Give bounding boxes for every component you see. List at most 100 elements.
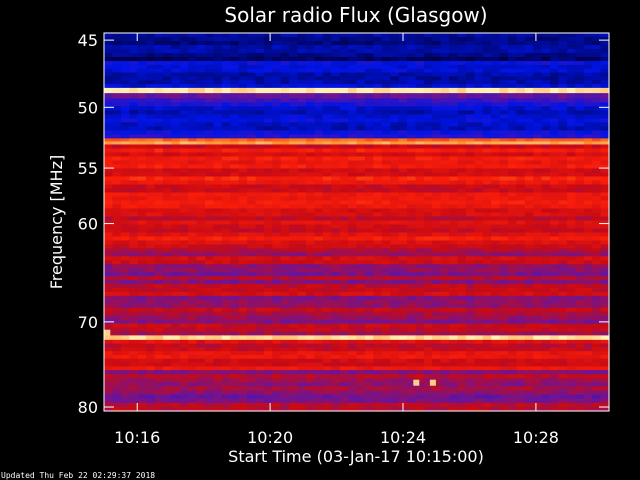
spectrogram-cell: [171, 57, 181, 62]
spectrogram-cell: [289, 323, 299, 329]
spectrogram-cell: [104, 114, 114, 119]
spectrogram-cell: [407, 204, 417, 210]
spectrogram-cell: [415, 57, 425, 62]
spectrogram-cell: [162, 98, 172, 103]
spectrogram-cell: [541, 268, 551, 273]
spectrogram-cell: [179, 287, 189, 293]
spectrogram-cell: [373, 130, 383, 136]
spectrogram-cell: [449, 68, 459, 74]
spectrogram-cell: [575, 68, 585, 74]
spectrogram-cell: [112, 291, 122, 297]
spectrogram-cell: [331, 37, 341, 42]
spectrogram-cell: [146, 339, 156, 345]
spectrogram-cell: [331, 291, 341, 297]
spectrogram-cell: [247, 331, 257, 336]
spectrogram-cell: [592, 208, 602, 214]
spectrogram-cell: [398, 327, 408, 333]
spectrogram-cell: [339, 126, 349, 131]
spectrogram-cell: [440, 164, 450, 170]
spectrogram-cell: [533, 106, 543, 111]
spectrogram-cell: [213, 284, 223, 289]
spectrogram-cell: [162, 160, 172, 166]
spectrogram-cell: [289, 49, 299, 54]
spectrogram-cell: [196, 264, 206, 269]
spectrogram-cell: [491, 351, 501, 356]
spectrogram-cell: [407, 236, 417, 242]
spectrogram-cell: [322, 347, 332, 352]
spectrogram-cell: [583, 196, 593, 202]
spectrogram-cell: [280, 172, 290, 178]
spectrogram-cell: [499, 164, 509, 170]
spectrogram-cell: [196, 252, 206, 257]
spectrogram-cell: [398, 98, 408, 103]
spectrogram-cell: [137, 53, 147, 58]
spectrogram-cell: [263, 303, 273, 309]
spectrogram-cell: [162, 212, 172, 218]
spectrogram-cell: [499, 118, 509, 123]
spectrogram-cell: [390, 122, 400, 127]
spectrogram-cell: [558, 252, 568, 257]
spectrogram-cell: [137, 110, 147, 115]
spectrogram-cell: [541, 295, 551, 301]
spectrogram-cell: [524, 264, 534, 269]
spectrogram-cell: [272, 134, 282, 140]
spectrogram-cell: [280, 64, 290, 70]
spectrogram-cell: [171, 53, 181, 58]
spectrogram-cell: [465, 272, 475, 277]
spectrogram-cell: [373, 248, 383, 253]
spectrogram-cell: [339, 260, 349, 265]
spectrogram-cell: [230, 358, 240, 364]
spectrogram-cell: [129, 102, 139, 107]
spectrogram-cell: [306, 68, 316, 74]
spectrogram-cell: [415, 280, 425, 285]
spectrogram-cell: [129, 280, 139, 285]
spectrogram-cell: [247, 76, 257, 81]
spectrogram-cell: [524, 98, 534, 103]
spectrogram-cell: [146, 144, 156, 150]
spectrogram-cell: [390, 358, 400, 364]
spectrogram-cell: [583, 244, 593, 250]
spectrogram-cell: [373, 152, 383, 158]
spectrogram-cell: [230, 49, 240, 54]
spectrogram-cell: [188, 33, 198, 38]
spectrogram-cell: [508, 126, 518, 131]
spectrogram-cell: [339, 343, 349, 348]
spectrogram-cell: [482, 148, 492, 154]
spectrogram-cell: [272, 130, 282, 136]
spectrogram-cell: [550, 41, 560, 46]
spectrogram-cell: [440, 232, 450, 238]
spectrogram-cell: [457, 303, 467, 309]
spectrogram-cell: [179, 240, 189, 246]
spectrogram-cell: [297, 87, 307, 94]
spectrogram-cell: [238, 160, 248, 166]
spectrogram-cell: [474, 196, 484, 202]
spectrogram-cell: [314, 61, 324, 66]
spectrogram-cell: [171, 61, 181, 66]
spectrogram-cell: [575, 323, 585, 329]
spectrogram-cell: [322, 184, 332, 190]
spectrogram-cell: [104, 130, 114, 136]
spectrogram-cell: [205, 331, 215, 336]
spectrogram-cell: [196, 114, 206, 119]
spectrogram-cell: [331, 351, 341, 356]
spectrogram-cell: [465, 192, 475, 198]
spectrogram-cell: [440, 280, 450, 285]
spectrogram-cell: [104, 37, 114, 42]
spectrogram-cell: [423, 240, 433, 246]
spectrogram-cell: [255, 80, 265, 85]
spectrogram-cell: [154, 256, 164, 261]
spectrogram-cell: [263, 114, 273, 119]
spectrogram-cell: [314, 331, 324, 336]
spectrogram-cell: [162, 323, 172, 329]
spectrogram-cell: [289, 168, 299, 174]
spectrogram-cell: [154, 180, 164, 186]
spectrogram-cell: [457, 260, 467, 265]
spectrogram-cell: [112, 122, 122, 127]
spectrogram-cell: [583, 228, 593, 234]
spectrogram-cell: [541, 106, 551, 111]
spectrogram-cell: [137, 45, 147, 50]
spectrogram-cell: [221, 248, 231, 253]
spectrogram-cell: [474, 188, 484, 194]
spectrogram-cell: [137, 156, 147, 162]
spectrogram-cell: [499, 114, 509, 119]
